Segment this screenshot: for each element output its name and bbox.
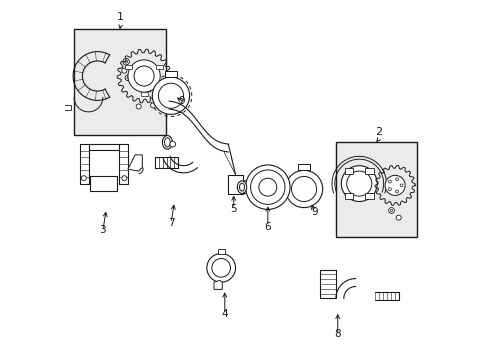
Text: 1: 1: [117, 12, 124, 22]
Circle shape: [211, 258, 230, 277]
Circle shape: [399, 184, 402, 187]
Ellipse shape: [164, 138, 170, 147]
Text: 8: 8: [334, 329, 340, 339]
Text: 9: 9: [310, 207, 317, 217]
Circle shape: [395, 215, 400, 220]
Text: 3: 3: [100, 225, 106, 235]
Circle shape: [387, 188, 390, 190]
Bar: [298, 164, 309, 170]
Bar: [335, 142, 416, 237]
Bar: [90, 176, 117, 191]
Bar: [74, 30, 165, 135]
Circle shape: [150, 103, 155, 108]
Circle shape: [388, 208, 394, 213]
Bar: [125, 65, 132, 69]
Text: 4: 4: [221, 310, 227, 319]
Bar: [63, 105, 71, 110]
Circle shape: [122, 176, 126, 181]
Circle shape: [258, 178, 276, 196]
Text: 5: 5: [230, 204, 237, 214]
Text: 2: 2: [375, 127, 382, 136]
Circle shape: [395, 178, 398, 181]
Circle shape: [395, 190, 398, 193]
Text: 7: 7: [167, 218, 174, 228]
Circle shape: [81, 176, 86, 181]
Bar: [165, 71, 176, 77]
Polygon shape: [214, 280, 222, 289]
Ellipse shape: [237, 181, 246, 193]
Ellipse shape: [239, 183, 244, 191]
Bar: [156, 65, 163, 69]
Bar: [365, 168, 373, 174]
Circle shape: [128, 60, 160, 92]
Circle shape: [250, 170, 285, 204]
Bar: [344, 193, 352, 199]
Circle shape: [206, 253, 235, 282]
Circle shape: [152, 77, 189, 114]
Bar: [140, 92, 147, 96]
Circle shape: [346, 171, 371, 196]
Circle shape: [341, 166, 376, 202]
Circle shape: [387, 180, 390, 183]
Bar: [228, 175, 242, 194]
Bar: [217, 249, 224, 253]
Ellipse shape: [162, 135, 172, 149]
Bar: [365, 193, 373, 199]
Circle shape: [136, 104, 141, 109]
Circle shape: [285, 170, 322, 208]
Text: 6: 6: [264, 222, 270, 231]
Circle shape: [389, 210, 392, 212]
Text: 9: 9: [178, 96, 184, 106]
Circle shape: [124, 60, 127, 63]
Circle shape: [291, 176, 316, 202]
Bar: [344, 168, 352, 174]
Circle shape: [126, 77, 129, 79]
Circle shape: [169, 141, 175, 147]
Circle shape: [158, 83, 183, 108]
Circle shape: [245, 165, 289, 210]
Circle shape: [122, 58, 129, 65]
Circle shape: [125, 75, 131, 81]
Polygon shape: [128, 155, 142, 171]
Circle shape: [134, 66, 154, 86]
Circle shape: [384, 175, 405, 195]
Circle shape: [122, 68, 126, 73]
